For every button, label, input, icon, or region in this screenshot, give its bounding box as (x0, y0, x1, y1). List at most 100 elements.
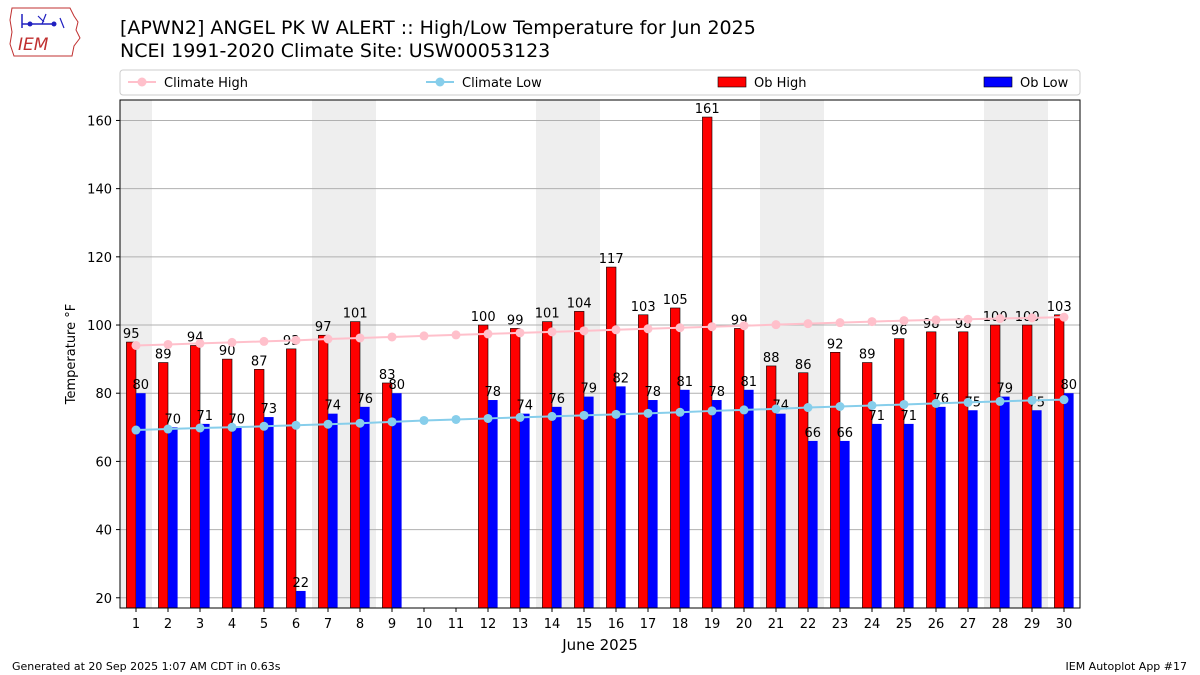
climate-low-point (131, 425, 141, 435)
ob-low-label: 71 (869, 409, 886, 424)
ob-low-bar (1032, 410, 1042, 608)
y-tick-label: 100 (87, 319, 112, 334)
climate-high-point (1059, 312, 1069, 322)
ob-high-bar (830, 351, 841, 609)
climate-high-point (835, 318, 845, 328)
legend-marker-swatch (435, 77, 445, 87)
ob-low-label: 66 (805, 426, 822, 441)
legend-ob-low: Ob Low (983, 76, 1069, 91)
ob-high-label: 105 (663, 293, 688, 308)
climate-high-point (611, 325, 621, 335)
climate-low-point (899, 399, 909, 409)
ob-low-label: 71 (901, 409, 918, 424)
ob-low-label: 79 (997, 382, 1014, 397)
legend-label: Ob High (754, 76, 807, 91)
climate-high-point (707, 322, 717, 332)
ob-high-label: 90 (219, 344, 236, 359)
y-tick-label: 80 (95, 387, 112, 402)
x-tick-label: 16 (608, 617, 625, 632)
climate-high-point (259, 336, 269, 346)
ob-low-bar (328, 413, 338, 608)
x-tick-label: 5 (260, 617, 268, 632)
ob-low-bar (616, 386, 626, 608)
ob-high-label: 83 (379, 368, 396, 383)
legend-label: Climate High (164, 76, 248, 91)
climate-high-point (899, 316, 909, 326)
ob-high-bar (990, 324, 1001, 609)
ob-low-bar (264, 417, 274, 608)
ob-low-label: 80 (1061, 378, 1078, 393)
ob-high-bar (1022, 324, 1033, 609)
chart-title: [APWN2] ANGEL PK W ALERT :: High/Low Tem… (120, 17, 756, 39)
climate-high-point (451, 330, 461, 340)
climate-low-point (483, 413, 493, 423)
ob-high-label: 88 (763, 351, 780, 366)
climate-high-point (227, 337, 237, 347)
climate-high-point (323, 334, 333, 344)
ob-low-label: 78 (709, 385, 726, 400)
climate-low-point (163, 424, 173, 434)
climate-low-point (227, 422, 237, 432)
ob-high-label: 89 (155, 348, 172, 363)
climate-low-point (387, 417, 397, 427)
iem-logo: IEM (9, 7, 81, 57)
ob-high-label: 117 (599, 252, 624, 267)
climate-low-line (135, 398, 1065, 432)
ob-low-label: 74 (517, 399, 534, 414)
svg-text:IEM: IEM (18, 35, 49, 55)
ob-high-bar (606, 266, 617, 609)
ob-low-label: 73 (261, 402, 278, 417)
ob-low-bar (712, 400, 722, 608)
ob-high-bar (510, 328, 521, 609)
climate-low-point (803, 403, 813, 413)
ob-low-label: 81 (677, 375, 694, 390)
ob-high-bar (670, 307, 681, 609)
ob-low-bar (968, 410, 978, 608)
x-tick-label: 20 (736, 617, 753, 632)
ob-low-bar (552, 406, 562, 608)
climate-high-point (675, 323, 685, 333)
legend-bar-swatch (717, 76, 747, 88)
ob-high-bar (894, 338, 905, 609)
x-tick-label: 9 (388, 617, 396, 632)
ob-high-bar (286, 348, 297, 609)
ob-low-bar (680, 389, 690, 608)
climate-high-point (195, 338, 205, 348)
y-tick-label: 40 (95, 524, 112, 539)
climate-low-point (355, 418, 365, 428)
x-tick-label: 11 (448, 617, 465, 632)
climate-low-point (675, 407, 685, 417)
climate-high-point (483, 329, 493, 339)
app-credit: IEM Autoplot App #17 (1065, 660, 1188, 673)
climate-low-point (771, 404, 781, 414)
ob-low-bar (392, 393, 402, 608)
climate-high-point (963, 314, 973, 324)
x-tick-label: 23 (832, 617, 849, 632)
x-tick-label: 29 (1024, 617, 1041, 632)
ob-high-bar (958, 331, 969, 609)
climate-low-point (291, 420, 301, 430)
climate-low-point (1059, 395, 1069, 405)
x-tick-label: 17 (640, 617, 657, 632)
x-tick-label: 6 (292, 617, 300, 632)
x-tick-label: 22 (800, 617, 817, 632)
climate-high-point (419, 331, 429, 341)
climate-low-point (547, 411, 557, 421)
ob-high-bar (318, 334, 329, 609)
ob-high-bar (734, 328, 745, 609)
ob-low-bar (1000, 396, 1010, 608)
ob-low-label: 22 (293, 576, 310, 591)
x-tick-label: 18 (672, 617, 689, 632)
ob-low-label: 76 (357, 392, 374, 407)
ob-low-label: 66 (837, 426, 854, 441)
ob-high-bar (382, 382, 393, 609)
climate-high-point (867, 317, 877, 327)
climate-high-point (995, 314, 1005, 324)
climate-high-point (131, 340, 141, 350)
climate-low-point (835, 402, 845, 412)
ob-high-bar (542, 321, 553, 609)
ob-low-bar (936, 406, 946, 608)
ob-high-label: 161 (695, 102, 720, 117)
ob-high-label: 101 (535, 307, 560, 322)
climate-low-point (931, 398, 941, 408)
